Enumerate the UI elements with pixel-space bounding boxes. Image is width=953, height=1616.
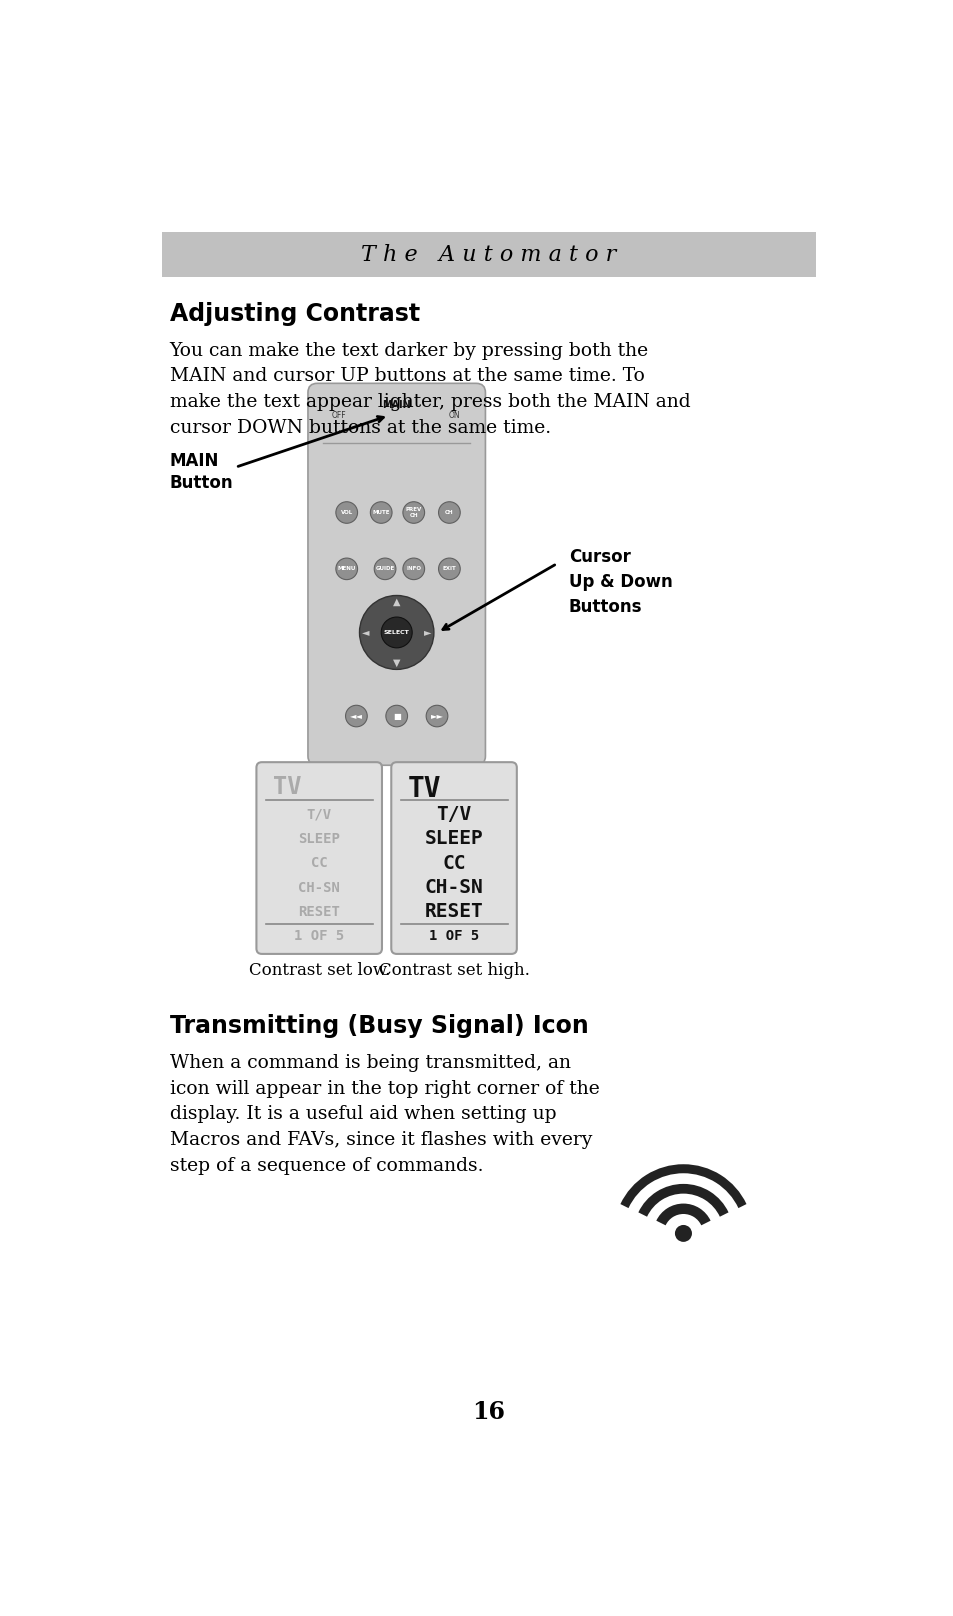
Circle shape bbox=[381, 617, 412, 648]
Text: 16: 16 bbox=[472, 1399, 505, 1424]
Circle shape bbox=[374, 558, 395, 580]
Text: ■: ■ bbox=[393, 711, 400, 721]
Text: PREV
CH: PREV CH bbox=[405, 507, 421, 517]
Circle shape bbox=[402, 558, 424, 580]
Text: T/V: T/V bbox=[436, 805, 471, 824]
Text: OFF: OFF bbox=[332, 410, 346, 420]
Text: TV: TV bbox=[273, 776, 301, 800]
Text: ►: ► bbox=[423, 627, 431, 637]
Text: VOL: VOL bbox=[340, 511, 353, 516]
Circle shape bbox=[345, 705, 367, 727]
Text: ▼: ▼ bbox=[393, 658, 400, 669]
Text: CH-SN: CH-SN bbox=[298, 881, 340, 895]
Text: T h e   A u t o m a t o r: T h e A u t o m a t o r bbox=[361, 244, 616, 265]
Text: Contrast set high.: Contrast set high. bbox=[378, 963, 529, 979]
Text: MUTE: MUTE bbox=[372, 511, 390, 516]
Circle shape bbox=[335, 501, 357, 524]
Text: 1 OF 5: 1 OF 5 bbox=[294, 929, 344, 944]
Text: Transmitting (Busy Signal) Icon: Transmitting (Busy Signal) Icon bbox=[170, 1013, 588, 1037]
Text: SELECT: SELECT bbox=[383, 630, 409, 635]
Circle shape bbox=[674, 1225, 691, 1241]
Text: Cursor
Up & Down
Buttons: Cursor Up & Down Buttons bbox=[568, 548, 672, 616]
Text: TV: TV bbox=[407, 776, 440, 803]
Text: You can make the text darker by pressing both the
MAIN and cursor UP buttons at : You can make the text darker by pressing… bbox=[170, 341, 690, 436]
FancyBboxPatch shape bbox=[391, 763, 517, 953]
Text: ►►: ►► bbox=[430, 711, 443, 721]
Circle shape bbox=[402, 501, 424, 524]
Circle shape bbox=[438, 501, 459, 524]
Text: ▲: ▲ bbox=[393, 596, 400, 606]
Text: T/V: T/V bbox=[306, 808, 332, 821]
Text: ON: ON bbox=[448, 410, 459, 420]
Text: ◄: ◄ bbox=[361, 627, 369, 637]
Circle shape bbox=[335, 558, 357, 580]
Text: RESET: RESET bbox=[298, 905, 340, 920]
Circle shape bbox=[438, 558, 459, 580]
Text: CH-SN: CH-SN bbox=[424, 877, 483, 897]
Text: Adjusting Contrast: Adjusting Contrast bbox=[170, 302, 419, 326]
Text: When a command is being transmitted, an
icon will appear in the top right corner: When a command is being transmitted, an … bbox=[170, 1054, 598, 1175]
Text: CH: CH bbox=[445, 511, 454, 516]
Text: MENU: MENU bbox=[337, 566, 355, 572]
Text: GUIDE: GUIDE bbox=[375, 566, 395, 572]
Text: SLEEP: SLEEP bbox=[424, 829, 483, 848]
Text: MAIN: MAIN bbox=[382, 401, 411, 410]
Circle shape bbox=[359, 595, 434, 669]
Text: CC: CC bbox=[442, 853, 465, 873]
FancyBboxPatch shape bbox=[256, 763, 381, 953]
Text: 1 OF 5: 1 OF 5 bbox=[429, 929, 478, 944]
Circle shape bbox=[426, 705, 447, 727]
Text: INFO: INFO bbox=[406, 566, 421, 572]
Text: EXIT: EXIT bbox=[442, 566, 456, 572]
Circle shape bbox=[385, 705, 407, 727]
Text: Contrast set low.: Contrast set low. bbox=[248, 963, 390, 979]
Text: ◄◄: ◄◄ bbox=[350, 711, 362, 721]
Circle shape bbox=[370, 501, 392, 524]
Text: SLEEP: SLEEP bbox=[298, 832, 340, 845]
Text: RESET: RESET bbox=[424, 902, 483, 921]
Text: MAIN
Button: MAIN Button bbox=[170, 452, 233, 491]
FancyBboxPatch shape bbox=[308, 383, 485, 766]
Text: CC: CC bbox=[311, 856, 327, 869]
Bar bbox=[162, 233, 815, 276]
